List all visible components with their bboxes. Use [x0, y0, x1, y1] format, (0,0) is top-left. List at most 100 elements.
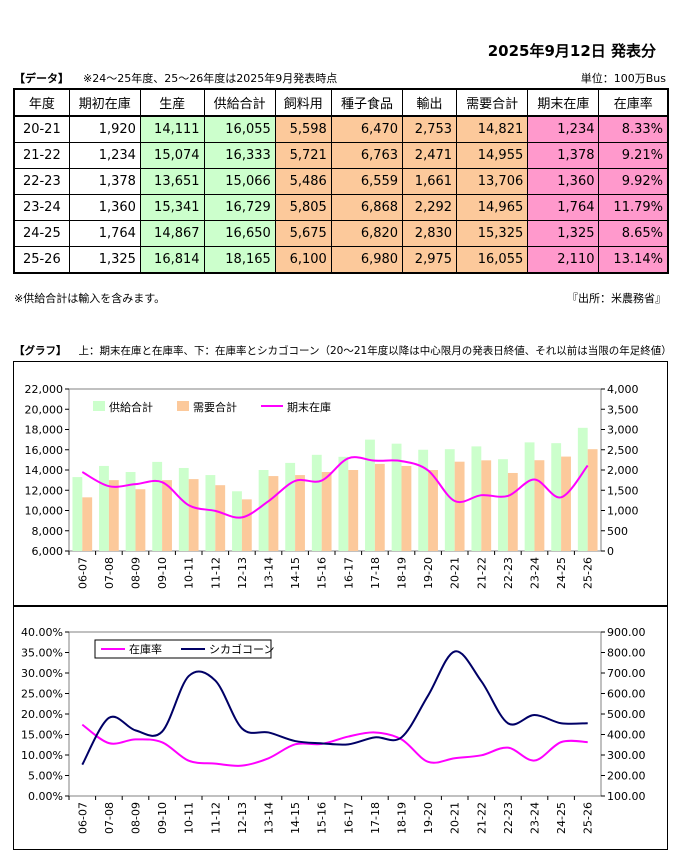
x-tick-label: 09-10 — [156, 802, 169, 834]
y-right-tick-label: 4,000 — [607, 383, 639, 396]
x-tick-label: 13-14 — [263, 802, 276, 834]
supply-note: ※供給合計は輸入を含みます。 — [14, 292, 166, 305]
y-left-tick-label: 15.00% — [21, 729, 63, 742]
value-cell: 1,325 — [68, 246, 141, 274]
table-row: 21-22 1,234 15,074 16,333 5,721 6,763 2,471 14,… — [13, 142, 669, 169]
y-left-tick-label: 8,000 — [32, 525, 64, 538]
value-cell: 14,821 — [456, 115, 529, 143]
col-header: 供給合計 — [203, 88, 276, 117]
table-header-row: 年度 期初在庫 生産 供給合計 飼料用 種子食品 輸出 需要合計 期末在庫 在庫… — [13, 88, 669, 117]
value-cell: 16,650 — [203, 220, 276, 247]
x-tick-label: 19-20 — [422, 557, 435, 589]
bar-supply — [418, 449, 429, 551]
x-tick-label: 17-18 — [369, 557, 382, 589]
bar-demand — [108, 480, 119, 551]
bar-supply — [338, 456, 349, 551]
value-cell: 6,559 — [330, 168, 404, 195]
value-cell: 1,920 — [68, 115, 141, 143]
bar-supply — [391, 443, 402, 551]
bar-supply — [72, 477, 83, 551]
x-tick-label: 25-26 — [582, 557, 595, 589]
x-tick-label: 08-09 — [130, 557, 143, 589]
bar-demand — [534, 460, 545, 551]
col-header: 飼料用 — [274, 88, 332, 117]
y-right-tick-label: 100.00 — [607, 790, 646, 803]
bar-supply — [205, 475, 216, 551]
bar-demand — [188, 479, 199, 551]
value-cell: 2,975 — [402, 246, 458, 274]
y-left-tick-label: 40.00% — [21, 626, 63, 639]
y-right-tick-label: 800.00 — [607, 647, 646, 660]
bar-demand — [481, 460, 492, 551]
graph-header: 【グラフ】 上：期末在庫と在庫率、下：在庫率とシカゴコーン（20～21年度以降は中… — [14, 343, 672, 358]
bar-demand — [454, 461, 465, 551]
year-cell: 22-23 — [13, 168, 70, 195]
value-cell: 15,074 — [139, 142, 205, 169]
value-cell: 1,378 — [527, 142, 600, 169]
x-tick-label: 10-11 — [183, 802, 196, 834]
legend-swatch-demand — [177, 401, 189, 411]
y-right-tick-label: 2,500 — [607, 444, 639, 457]
bar-demand — [295, 475, 305, 551]
bar-demand — [401, 465, 412, 551]
value-cell: 6,470 — [330, 115, 404, 143]
x-tick-label: 22-23 — [502, 802, 515, 834]
bar-supply — [577, 427, 588, 551]
y-left-tick-label: 16,000 — [25, 444, 64, 457]
value-cell: 6,820 — [330, 220, 404, 247]
value-cell: 6,980 — [330, 246, 404, 274]
value-cell: 15,325 — [456, 220, 529, 247]
value-cell: 5,598 — [274, 115, 332, 143]
data-tag: 【データ】 — [14, 72, 69, 85]
legend-label-corn: シカゴコーン — [209, 642, 274, 656]
year-cell: 24-25 — [13, 220, 70, 247]
value-cell: 6,100 — [274, 246, 332, 274]
col-header: 需要合計 — [456, 88, 529, 117]
value-cell: 1,234 — [527, 115, 600, 143]
value-cell: 13.14% — [598, 246, 669, 274]
bar-demand — [587, 449, 598, 551]
x-tick-label: 23-24 — [529, 802, 542, 834]
graph-tag: 【グラフ】 — [14, 345, 67, 357]
x-tick-label: 20-21 — [449, 802, 462, 834]
legend-label-stock: 期末在庫 — [287, 400, 331, 414]
y-left-tick-label: 6,000 — [32, 545, 64, 558]
bar-demand — [162, 480, 172, 551]
value-cell: 11.79% — [598, 194, 669, 221]
bar-supply — [311, 454, 322, 551]
value-cell: 8.33% — [598, 115, 669, 143]
y-left-tick-label: 20.00% — [21, 708, 63, 721]
x-tick-label: 15-16 — [316, 802, 329, 834]
table-row: 25-26 1,325 16,814 18,165 6,100 6,980 2,975 16,… — [13, 246, 669, 274]
bar-demand — [374, 463, 385, 551]
bar-demand — [82, 497, 93, 551]
y-left-tick-label: 10,000 — [25, 505, 64, 518]
y-left-tick-label: 30.00% — [21, 667, 63, 680]
x-tick-label: 10-11 — [183, 557, 196, 589]
bar-demand — [348, 470, 359, 551]
bar-supply — [99, 465, 109, 551]
y-right-tick-label: 3,000 — [607, 424, 639, 437]
value-cell: 1,360 — [527, 168, 600, 195]
legend-swatch-supply — [93, 401, 105, 411]
y-left-tick-label: 12,000 — [25, 484, 64, 497]
y-left-tick-label: 0.00% — [28, 790, 63, 803]
col-header: 種子食品 — [330, 88, 404, 117]
data-note: ※24～25年度、25～26年度は2025年9月発表時点 — [83, 72, 338, 85]
stock-ratio-line — [81, 723, 588, 767]
y-right-tick-label: 700.00 — [607, 667, 646, 680]
value-cell: 2,471 — [402, 142, 458, 169]
col-header: 期初在庫 — [68, 88, 141, 117]
y-left-tick-label: 14,000 — [25, 464, 64, 477]
y-right-tick-label: 0 — [607, 545, 614, 558]
source-note: 『出所：米農務省』 — [567, 292, 666, 305]
table-row: 24-25 1,764 14,867 16,650 5,675 6,820 2,830 15,… — [13, 220, 669, 247]
value-cell: 9.92% — [598, 168, 669, 195]
value-cell: 6,868 — [330, 194, 404, 221]
x-tick-label: 24-25 — [555, 557, 568, 589]
value-cell: 15,066 — [203, 168, 276, 195]
bar-supply — [524, 442, 535, 551]
x-tick-label: 15-16 — [316, 557, 329, 589]
report-date: 2025年9月12日 発表分 — [487, 42, 656, 60]
x-tick-label: 18-19 — [396, 802, 409, 834]
